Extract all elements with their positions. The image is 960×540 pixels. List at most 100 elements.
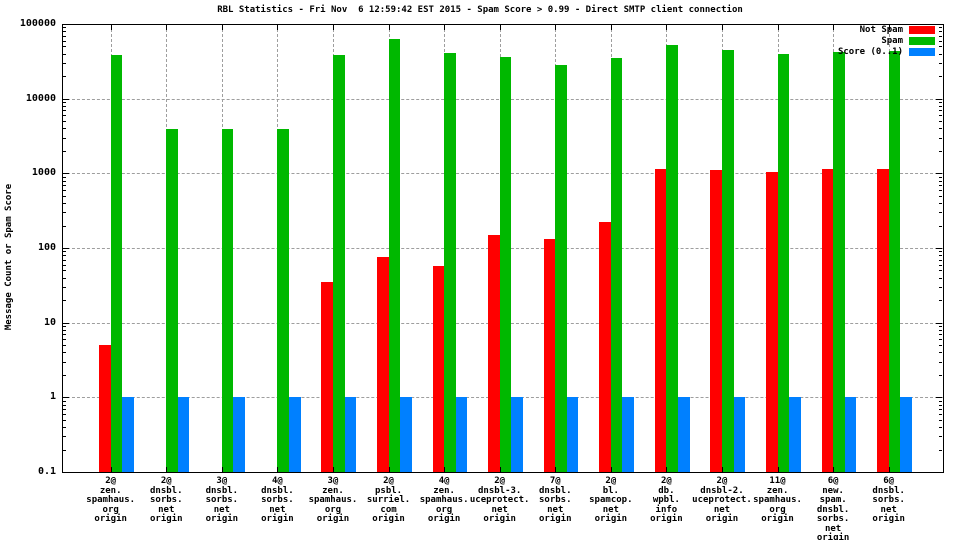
x-tick <box>666 25 668 30</box>
y-tick-major <box>936 173 942 175</box>
legend: Not Spam Spam Score (0..1) <box>838 26 935 57</box>
x-tick <box>110 467 112 472</box>
bar-not-spam <box>376 257 389 472</box>
legend-swatch-not-spam <box>909 26 935 34</box>
y-tick-minor <box>63 128 66 130</box>
y-tick-minor <box>63 180 66 182</box>
bar-not-spam <box>765 171 778 472</box>
bar-score-0-1 <box>844 397 857 472</box>
y-tick-minor <box>939 121 942 123</box>
bar-spam <box>777 53 790 472</box>
y-tick-label: 0.1 <box>37 466 56 477</box>
legend-entry: Score (0..1) <box>838 48 935 57</box>
y-tick-minor <box>63 326 66 328</box>
y-tick-minor <box>939 35 942 37</box>
y-tick-minor <box>63 287 66 289</box>
y-tick-minor <box>63 449 66 451</box>
x-category-label: 2@ bl. spamcop. net origin <box>589 476 633 524</box>
bar-spam <box>221 129 234 472</box>
x-tick <box>499 467 501 472</box>
y-tick-minor <box>63 334 66 336</box>
chart-title: RBL Statistics - Fri Nov 6 12:59:42 EST … <box>217 5 743 15</box>
y-tick-minor <box>939 427 942 429</box>
y-tick-minor <box>939 300 942 302</box>
x-tick <box>388 25 390 30</box>
x-category-label: 2@ zen. spamhaus. org origin <box>86 476 136 524</box>
x-category-label: 4@ dnsbl. sorbs. net origin <box>261 476 294 524</box>
legend-entry: Spam <box>838 37 935 46</box>
y-tick-minor <box>939 102 942 104</box>
bar-not-spam <box>821 168 834 472</box>
y-tick-minor <box>63 300 66 302</box>
y-tick-minor <box>63 225 66 227</box>
y-tick-minor <box>939 176 942 178</box>
bar-not-spam <box>710 170 722 472</box>
bar-not-spam <box>321 282 333 472</box>
x-tick <box>777 25 779 30</box>
bar-spam <box>332 54 345 472</box>
y-tick-minor <box>939 339 942 341</box>
bar-score-0-1 <box>233 397 246 472</box>
y-tick-minor <box>939 287 942 289</box>
x-tick <box>833 25 835 30</box>
bar-score-0-1 <box>900 397 912 472</box>
bar-score-0-1 <box>511 397 523 472</box>
x-tick <box>277 25 279 30</box>
y-tick-minor <box>939 189 942 191</box>
y-tick-minor <box>63 400 66 402</box>
y-tick-minor <box>63 105 66 107</box>
y-tick-minor <box>939 264 942 266</box>
bar-score-0-1 <box>289 397 301 472</box>
y-tick-minor <box>939 150 942 152</box>
y-tick-minor <box>63 115 66 117</box>
y-tick-major <box>63 322 69 324</box>
x-tick <box>610 25 612 30</box>
y-tick-minor <box>63 329 66 331</box>
x-category-label: 3@ zen. spamhaus. org origin <box>308 476 358 524</box>
bar-not-spam <box>599 222 611 472</box>
legend-swatch-score-0-1 <box>909 48 935 56</box>
y-tick-minor <box>939 352 942 354</box>
x-tick <box>332 25 334 30</box>
bar-not-spam <box>877 168 889 472</box>
x-category-label: 6@ new. spam. dnsbl. sorbs. net origin <box>816 476 850 540</box>
y-tick-minor <box>63 427 66 429</box>
y-tick-minor <box>63 408 66 410</box>
y-tick-minor <box>939 40 942 42</box>
y-tick-minor <box>939 413 942 415</box>
bar-not-spam <box>488 234 500 472</box>
y-tick-minor <box>939 404 942 406</box>
bar-spam <box>110 55 123 472</box>
x-tick <box>388 467 390 472</box>
y-tick-minor <box>939 195 942 197</box>
x-tick <box>166 25 168 30</box>
y-tick-minor <box>63 27 66 29</box>
x-category-label: 2@ dnsbl. sorbs. net origin <box>150 476 183 524</box>
x-tick <box>444 25 446 30</box>
y-tick-minor <box>939 277 942 279</box>
x-category-label: 2@ psbl. surriel. com origin <box>366 476 411 524</box>
y-tick-minor <box>63 259 66 261</box>
y-tick-minor <box>939 400 942 402</box>
y-tick-minor <box>939 76 942 78</box>
bar-spam <box>833 52 845 472</box>
bar-not-spam <box>543 239 556 472</box>
y-tick-minor <box>63 352 66 354</box>
y-tick-minor <box>939 27 942 29</box>
y-tick-minor <box>939 259 942 261</box>
y-tick-minor <box>939 137 942 139</box>
bar-score-0-1 <box>733 397 746 472</box>
y-tick-minor <box>939 46 942 48</box>
y-tick-minor <box>63 31 66 33</box>
x-category-label: 3@ dnsbl. sorbs. net origin <box>205 476 239 524</box>
bar-spam <box>666 45 678 472</box>
y-tick-major <box>936 98 942 100</box>
y-tick-minor <box>939 326 942 328</box>
y-tick-minor <box>63 195 66 197</box>
y-tick-minor <box>63 53 66 55</box>
y-tick-minor <box>939 105 942 107</box>
x-tick <box>833 467 835 472</box>
x-tick <box>610 467 612 472</box>
x-category-label: 4@ zen. spamhaus. org origin <box>419 476 469 524</box>
y-tick-minor <box>63 35 66 37</box>
